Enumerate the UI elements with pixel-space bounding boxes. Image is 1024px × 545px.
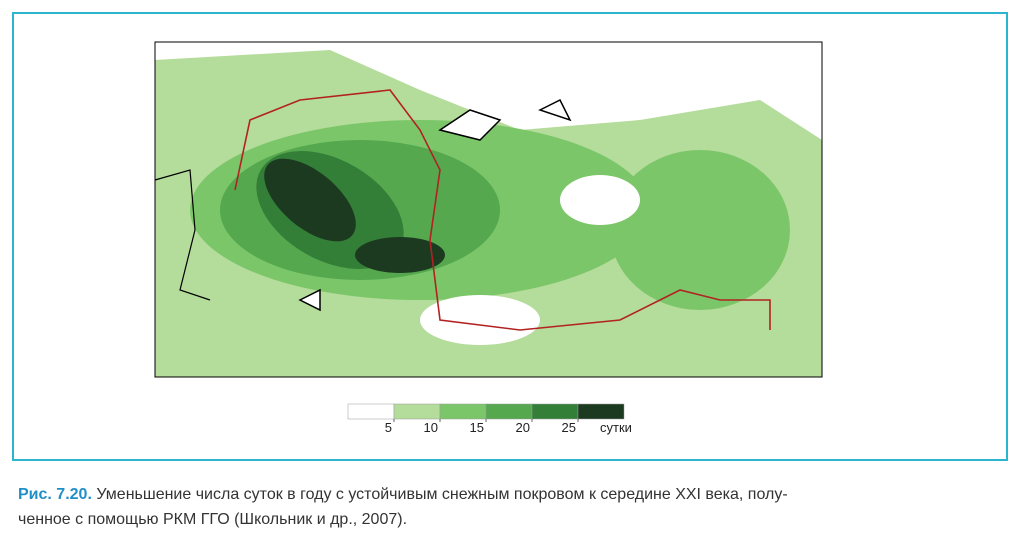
border-line (234, 89, 771, 331)
legend-swatch (393, 403, 441, 420)
caption-text: ченное с помощью РКМ ГГО (Школьник и др.… (18, 511, 408, 528)
legend-swatch (347, 403, 395, 420)
legend-tick-label: 15 (470, 420, 484, 435)
caption-text: Уменьшение числа суток в году с устойчив… (96, 486, 788, 503)
zone-mid (610, 150, 790, 310)
legend-swatch (485, 403, 533, 420)
legend-swatch (439, 403, 487, 420)
legend-swatch (531, 403, 579, 420)
legend-tick-label: 20 (516, 420, 530, 435)
zone-max (355, 237, 445, 273)
zone-max (264, 158, 356, 242)
legend-unit: сутки (600, 420, 632, 435)
figure: сутки 5 10 15 20 25 (12, 12, 1008, 461)
map-frame (154, 41, 823, 378)
caption-line: ченное с помощью РКМ ГГО (Школьник и др.… (18, 511, 407, 529)
legend-swatch (577, 403, 625, 420)
zone-none (420, 295, 540, 345)
map (154, 41, 823, 378)
coastline (154, 169, 211, 301)
caption-label: Рис. 7.20. (18, 486, 92, 503)
zone-none (560, 175, 640, 225)
coastline (298, 98, 572, 312)
caption-line: Рис. 7.20. Уменьшение числа суток в году… (18, 486, 788, 504)
figure-frame (12, 12, 1008, 461)
legend-tick-label: 25 (562, 420, 576, 435)
legend-tick-label: 10 (424, 420, 438, 435)
legend-tick-label: 5 (385, 420, 392, 435)
